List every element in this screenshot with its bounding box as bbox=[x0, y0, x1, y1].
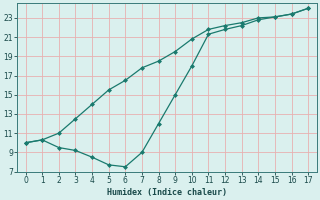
X-axis label: Humidex (Indice chaleur): Humidex (Indice chaleur) bbox=[107, 188, 227, 197]
